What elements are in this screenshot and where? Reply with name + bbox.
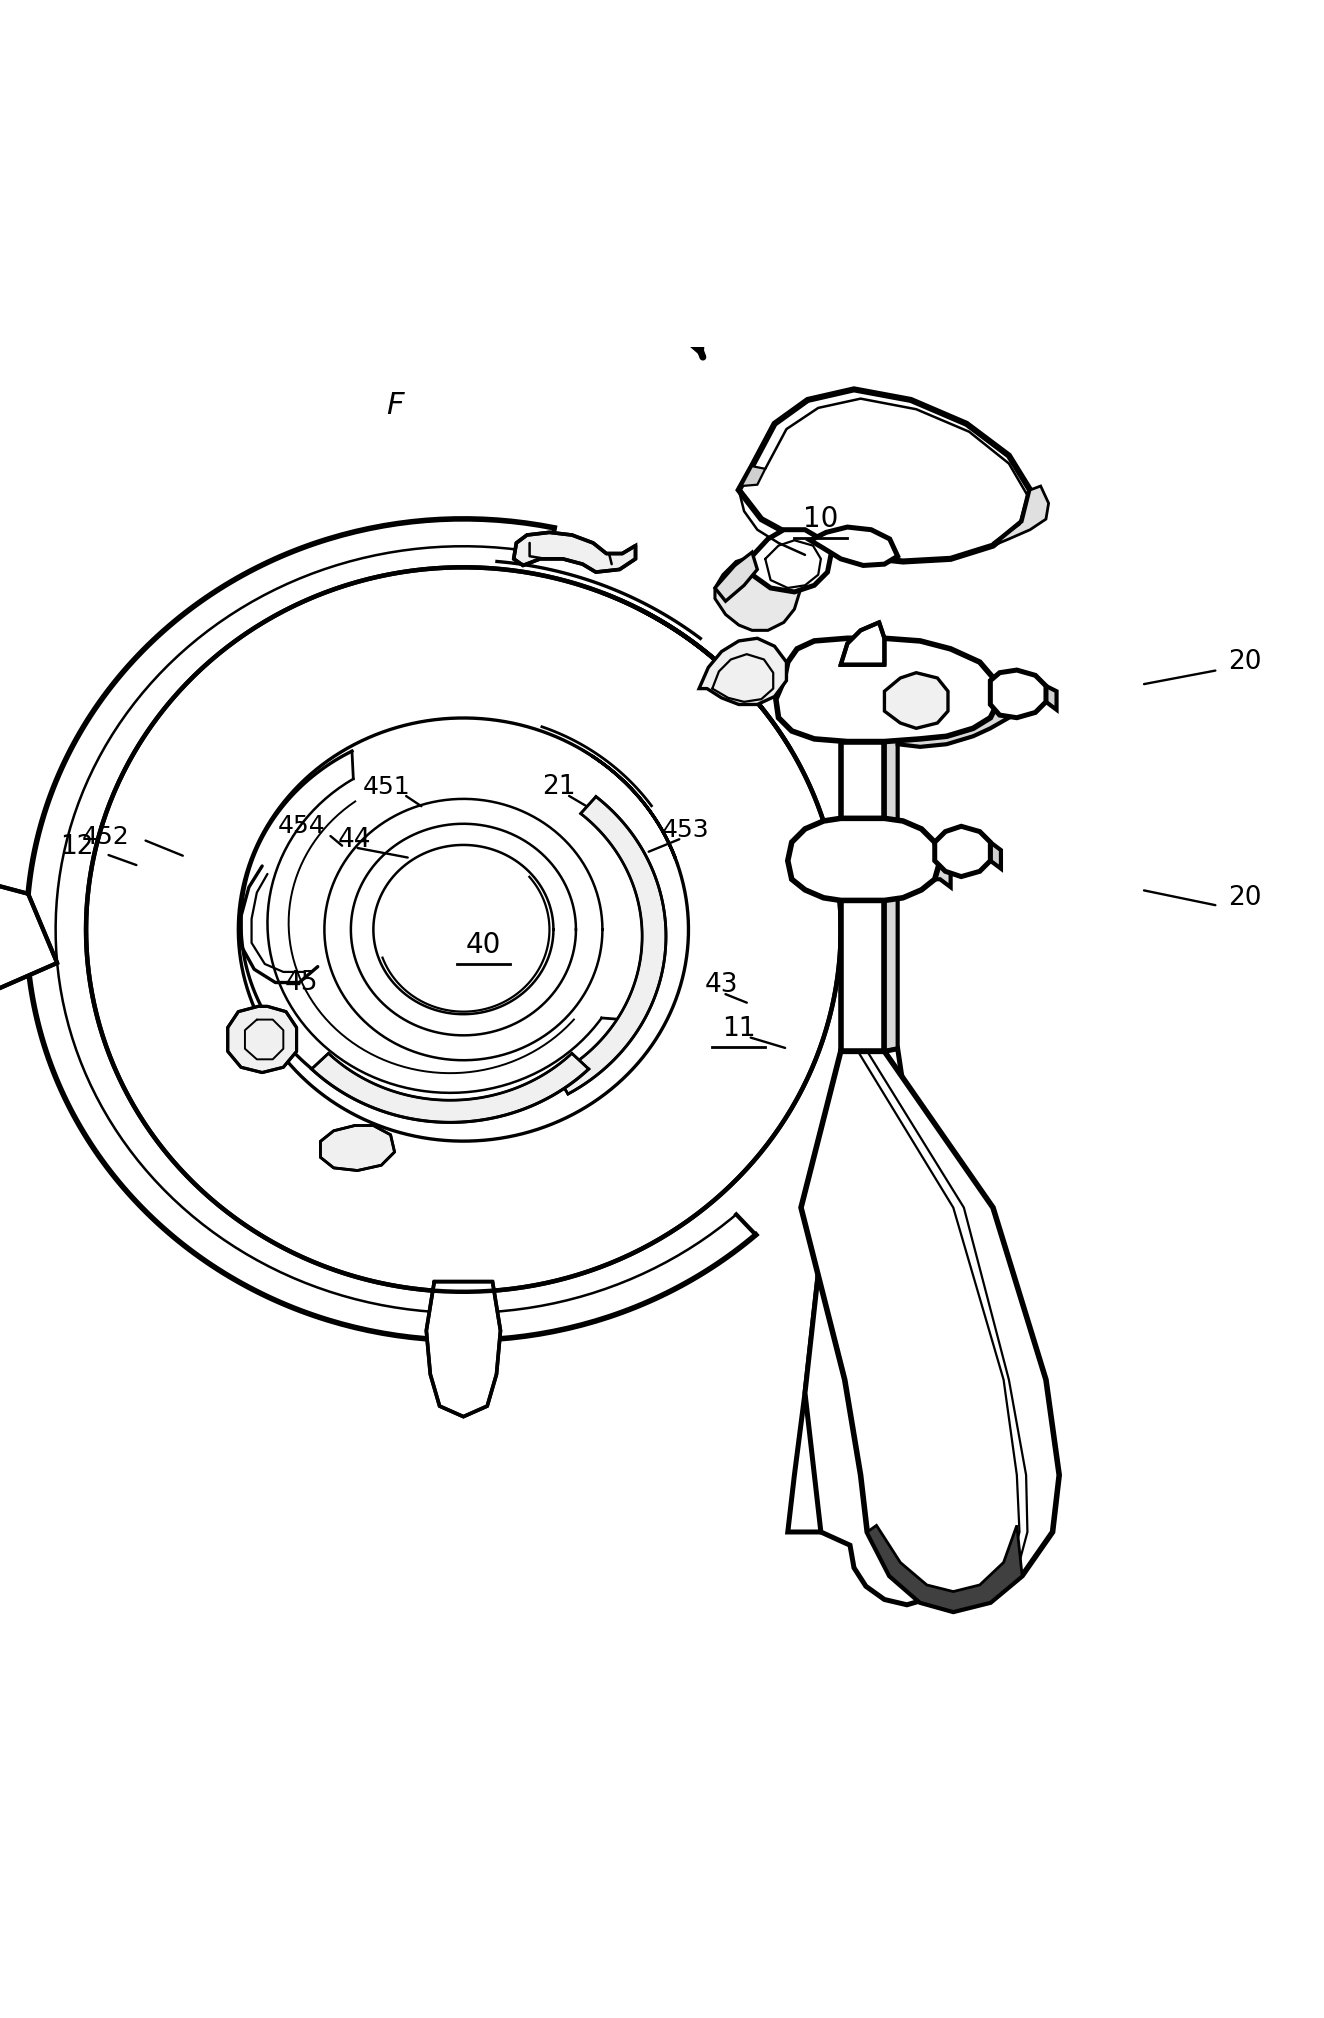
Text: 40: 40 <box>466 932 500 959</box>
Text: 454: 454 <box>278 815 326 837</box>
Polygon shape <box>805 1049 953 1604</box>
Text: 44: 44 <box>338 827 372 852</box>
Polygon shape <box>228 1007 297 1072</box>
Text: 12: 12 <box>60 835 94 860</box>
Text: 452: 452 <box>82 825 130 850</box>
Polygon shape <box>739 389 1030 561</box>
Polygon shape <box>776 638 1000 741</box>
Polygon shape <box>841 741 884 1051</box>
Polygon shape <box>884 672 948 728</box>
Polygon shape <box>898 680 1009 747</box>
Polygon shape <box>935 862 951 888</box>
Polygon shape <box>86 567 841 1292</box>
Text: 11: 11 <box>722 1015 756 1041</box>
Polygon shape <box>556 797 666 1094</box>
Polygon shape <box>788 819 940 900</box>
Polygon shape <box>788 1051 884 1532</box>
Polygon shape <box>993 486 1049 545</box>
Text: 10: 10 <box>804 504 838 533</box>
Polygon shape <box>801 1051 1059 1612</box>
Text: 43: 43 <box>704 973 739 999</box>
Text: 453: 453 <box>662 817 710 842</box>
Polygon shape <box>715 553 757 601</box>
Polygon shape <box>1046 686 1057 710</box>
Text: 45: 45 <box>285 969 319 995</box>
Polygon shape <box>990 842 1001 868</box>
Polygon shape <box>867 1526 1022 1612</box>
Polygon shape <box>841 622 884 664</box>
Polygon shape <box>426 1281 500 1417</box>
Polygon shape <box>514 533 636 571</box>
Text: F: F <box>385 391 404 420</box>
Text: 451: 451 <box>363 775 410 799</box>
Polygon shape <box>715 557 800 630</box>
Polygon shape <box>699 638 786 704</box>
Polygon shape <box>752 529 831 591</box>
Polygon shape <box>0 880 57 999</box>
Polygon shape <box>935 825 990 876</box>
Polygon shape <box>741 466 765 486</box>
Polygon shape <box>678 325 706 357</box>
Polygon shape <box>320 1126 395 1170</box>
Text: 21: 21 <box>542 773 576 799</box>
Polygon shape <box>884 731 898 1051</box>
Polygon shape <box>311 1053 589 1122</box>
Text: 20: 20 <box>1227 884 1262 910</box>
Polygon shape <box>810 527 898 565</box>
Text: 20: 20 <box>1227 650 1262 676</box>
Polygon shape <box>990 670 1046 718</box>
